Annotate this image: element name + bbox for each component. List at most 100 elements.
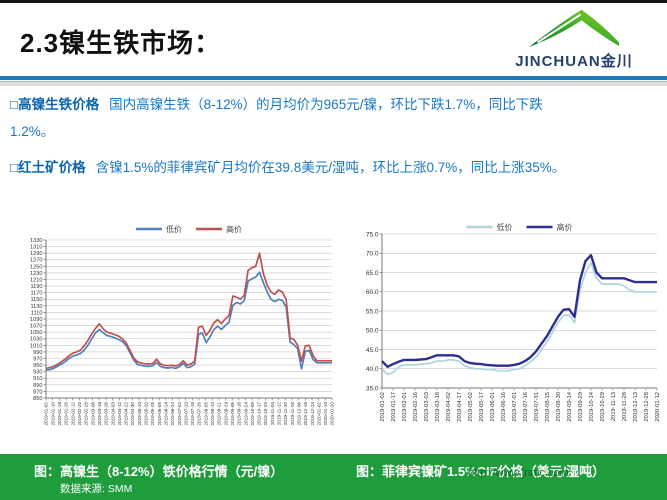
svg-text:2019-12-16: 2019-12-16: [303, 402, 308, 426]
slide-header: 2.3镍生铁市场： JINCHUAN金川: [0, 3, 667, 76]
svg-text:2019-02-28: 2019-02-28: [84, 402, 89, 426]
svg-text:2019-04-12: 2019-04-12: [117, 402, 122, 426]
svg-text:1290: 1290: [30, 251, 42, 257]
npi-chart-svg: 8508708909109309509709901010103010501070…: [30, 224, 335, 426]
svg-text:60.0: 60.0: [366, 289, 379, 296]
svg-text:2019-06-05: 2019-06-05: [157, 402, 162, 426]
header-divider-blue: [0, 76, 667, 80]
charts-row: 850 870 890 910 930 950 970 990 1010 1030 1050 1070…: [0, 213, 667, 457]
svg-text:35.0: 35.0: [366, 385, 379, 392]
svg-text:2019-09-16: 2019-09-16: [237, 402, 242, 426]
svg-text:2019-01-28: 2019-01-28: [64, 402, 69, 426]
svg-text:2019-11-28: 2019-11-28: [622, 392, 628, 421]
svg-text:2019-11-28: 2019-11-28: [290, 402, 295, 426]
svg-text:2019-07-02: 2019-07-02: [177, 402, 182, 426]
svg-text:2020-01-02: 2020-01-02: [316, 402, 321, 426]
svg-text:2019-12-28: 2019-12-28: [644, 392, 650, 422]
svg-text:2020-01-10: 2020-01-10: [323, 402, 328, 426]
svg-text:1070: 1070: [30, 324, 42, 330]
series-high: [381, 254, 657, 369]
bullet-laterite-text: 含镍1.5%的菲律宾矿月均价在39.8美元/湿吨，环比上涨0.7%，同比上涨35…: [95, 160, 566, 175]
svg-text:2019-08-15: 2019-08-15: [545, 392, 551, 422]
svg-text:1270: 1270: [30, 258, 42, 264]
svg-text:2019-06-24: 2019-06-24: [170, 402, 175, 426]
svg-text:2019-10-09: 2019-10-09: [250, 402, 255, 426]
bullet-npi-text: 国内高镍生铁（8-12%）的月均价为965元/镍，环比下跌1.7%，同比下跌: [109, 97, 543, 112]
header-divider-lightblue: [0, 81, 667, 82]
svg-text:2019-02-16: 2019-02-16: [413, 392, 419, 422]
mountain-logo-icon: [528, 9, 620, 48]
svg-text:2019-09-29: 2019-09-29: [578, 392, 584, 422]
svg-text:2019-09-24: 2019-09-24: [243, 402, 248, 426]
svg-text:910: 910: [33, 376, 42, 382]
svg-text:1050: 1050: [30, 330, 42, 336]
svg-text:2019-05-10: 2019-05-10: [137, 402, 142, 426]
svg-text:2019-10-29: 2019-10-29: [600, 392, 606, 422]
svg-text:2019-02-12: 2019-02-12: [70, 402, 75, 426]
svg-text:2020-01-12: 2020-01-12: [655, 392, 661, 422]
svg-text:930: 930: [33, 370, 42, 376]
svg-text:2019-12-24: 2019-12-24: [310, 402, 315, 426]
svg-text:50.0: 50.0: [366, 328, 379, 335]
svg-text:2019-10-25: 2019-10-25: [263, 402, 268, 426]
svg-text:2019-04-22: 2019-04-22: [124, 402, 129, 426]
laterite-ore-price-chart: 35.0 40.0 45.0 50.0 55.0 60.0 65.0 70.0 75.0 2019…: [352, 220, 665, 450]
bullet-npi-price: □高镍生铁价格 国内高镍生铁（8-12%）的月均价为965元/镍，环比下跌1.7%…: [10, 91, 661, 145]
svg-text:2019-01-17: 2019-01-17: [391, 392, 397, 422]
svg-text:2019-04-02: 2019-04-02: [446, 392, 452, 422]
svg-text:2019-08-13: 2019-08-13: [210, 402, 215, 426]
svg-text:2019-01-02: 2019-01-02: [44, 402, 49, 426]
svg-text:950: 950: [33, 363, 42, 369]
svg-text:2019-10-17: 2019-10-17: [257, 402, 262, 426]
bullet-laterite-price: □红土矿价格 含镍1.5%的菲律宾矿月均价在39.8美元/湿吨，环比上涨0.7%，…: [10, 154, 661, 181]
svg-text:2019-03-08: 2019-03-08: [90, 402, 95, 426]
series-low: [381, 262, 657, 376]
svg-text:2019-10-14: 2019-10-14: [589, 391, 595, 421]
svg-text:75.0: 75.0: [366, 231, 379, 238]
series-high: [45, 252, 332, 370]
svg-text:1310: 1310: [30, 245, 42, 251]
svg-text:2019-07-31: 2019-07-31: [534, 392, 540, 422]
svg-text:990: 990: [33, 350, 42, 356]
svg-text:65.0: 65.0: [366, 270, 379, 277]
svg-text:970: 970: [33, 356, 42, 362]
svg-text:2019-07-18: 2019-07-18: [190, 402, 195, 426]
svg-text:2019-08-29: 2019-08-29: [223, 402, 228, 426]
svg-text:890: 890: [33, 383, 42, 389]
npi-price-chart: 850 870 890 910 930 950 970 990 1010 1030 1050 1070…: [16, 216, 340, 454]
svg-text:2019-11-13: 2019-11-13: [611, 392, 617, 421]
svg-text:870: 870: [33, 389, 42, 395]
svg-text:1250: 1250: [30, 264, 42, 270]
svg-text:2019-11-04: 2019-11-04: [270, 402, 275, 426]
svg-text:1170: 1170: [30, 291, 42, 297]
legend-label-low: 低价: [497, 222, 513, 232]
svg-text:2019-08-05: 2019-08-05: [203, 402, 208, 426]
svg-text:850: 850: [33, 396, 42, 402]
legend-label-high: 高价: [557, 222, 573, 232]
svg-text:2019-03-26: 2019-03-26: [104, 402, 109, 426]
svg-text:2019-05-28: 2019-05-28: [150, 402, 155, 426]
svg-text:1030: 1030: [30, 337, 42, 343]
svg-text:55.0: 55.0: [366, 308, 379, 315]
bullet-laterite-label: □红土矿价格: [10, 160, 86, 175]
svg-text:1330: 1330: [30, 238, 42, 244]
series-low: [45, 271, 332, 372]
header-divider-white: [0, 80, 667, 81]
svg-text:2019-12-13: 2019-12-13: [633, 392, 639, 422]
left-chart-caption: 图：高镍生（8-12%）铁价格行情（元/镍）: [34, 464, 284, 479]
svg-text:2019-07-16: 2019-07-16: [523, 392, 529, 422]
svg-text:2019-03-03: 2019-03-03: [424, 392, 430, 422]
svg-text:2019-09-14: 2019-09-14: [567, 391, 573, 421]
svg-text:2019-06-14: 2019-06-14: [163, 402, 168, 426]
legend-label-high: 高价: [226, 224, 242, 234]
logo-wordmark: JINCHUAN金川: [515, 53, 633, 70]
svg-text:2019-02-01: 2019-02-01: [402, 392, 408, 422]
svg-text:2019-05-02: 2019-05-02: [468, 392, 474, 422]
footer-bar: 图：高镍生（8-12%）铁价格行情（元/镍） 图：菲律宾镍矿1.5%CIF价格（…: [0, 454, 667, 500]
svg-text:1090: 1090: [30, 317, 42, 323]
data-source-note: 数据来源: SMM: [60, 483, 133, 495]
svg-text:1230: 1230: [30, 271, 42, 277]
url-watermark: http://www.jnmc.com: [468, 467, 569, 479]
svg-text:2019-01-18: 2019-01-18: [57, 402, 62, 426]
